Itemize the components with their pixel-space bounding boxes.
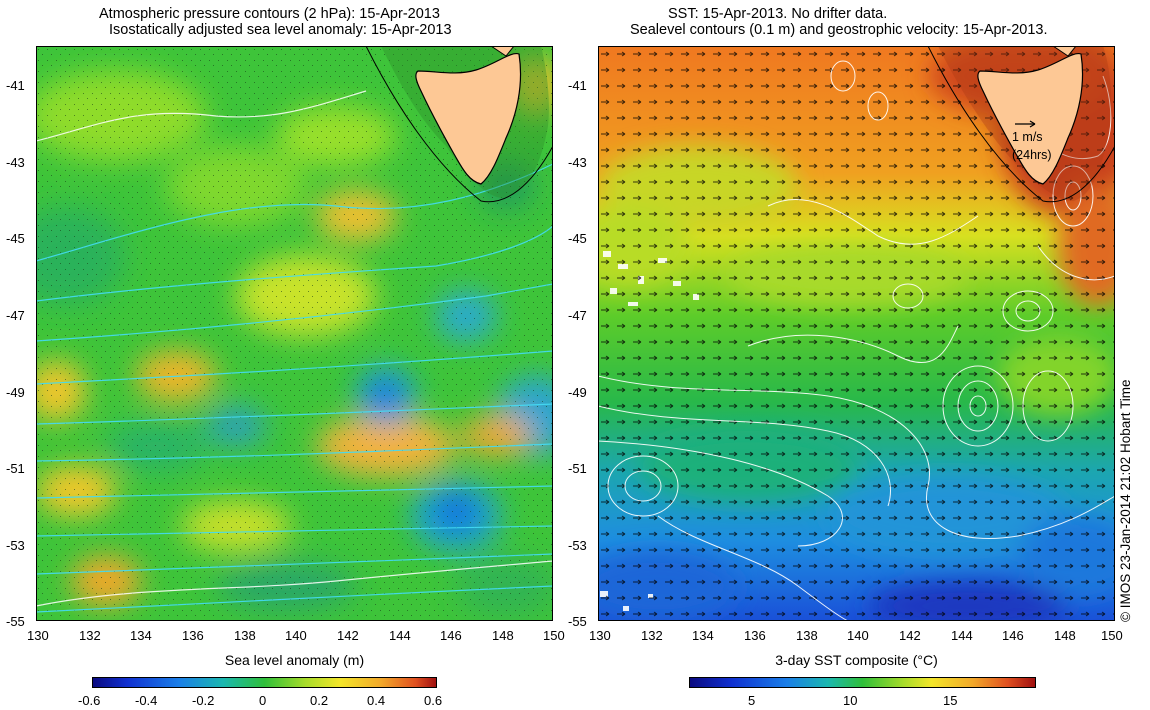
y-tick: -55 — [568, 614, 587, 629]
y-tick: -45 — [6, 231, 25, 246]
cbar-tick: -0.6 — [78, 693, 101, 708]
left-colorbar-label: Sea level anomaly (m) — [224, 652, 365, 668]
x-tick: 144 — [951, 628, 973, 643]
y-tick: -55 — [6, 614, 25, 629]
right-title-2: Sealevel contours (0.1 m) and geostrophi… — [630, 22, 1048, 38]
y-tick: -47 — [568, 308, 587, 323]
y-tick: -43 — [568, 155, 587, 170]
right-title-1: SST: 15-Apr-2013. No drifter data. — [668, 6, 888, 22]
cbar-tick: 0.6 — [424, 693, 443, 708]
y-tick: -41 — [6, 78, 25, 93]
x-tick: 148 — [492, 628, 514, 643]
tasmania-land — [365, 46, 553, 203]
x-tick: 132 — [641, 628, 663, 643]
y-tick: -51 — [6, 461, 25, 476]
left-title-1: Atmospheric pressure contours (2 hPa): 1… — [99, 6, 440, 22]
y-tick: -51 — [568, 461, 587, 476]
sla-map — [36, 46, 553, 621]
cbar-tick: 0 — [259, 693, 267, 708]
cbar-tick: 5 — [748, 693, 756, 708]
y-tick: -41 — [568, 78, 587, 93]
cbar-tick: 10 — [843, 693, 858, 708]
x-tick: 134 — [692, 628, 714, 643]
cbar-tick: -0.4 — [135, 693, 158, 708]
y-tick: -53 — [568, 538, 587, 553]
x-tick: 134 — [130, 628, 152, 643]
x-tick: 142 — [899, 628, 921, 643]
velocity-scale-legend — [1015, 120, 1036, 128]
x-tick: 146 — [440, 628, 462, 643]
x-tick: 150 — [543, 628, 565, 643]
x-tick: 138 — [234, 628, 256, 643]
sst-map: 1 m/s (24hrs) — [598, 46, 1115, 621]
x-tick: 144 — [389, 628, 411, 643]
x-tick: 130 — [589, 628, 611, 643]
cbar-tick: 0.2 — [310, 693, 329, 708]
x-tick: 132 — [79, 628, 101, 643]
sst-map-panel: 1 m/s (24hrs) — [598, 46, 1115, 621]
sealevel-contours — [598, 60, 1115, 621]
pressure-contours — [36, 163, 553, 613]
y-tick: -43 — [6, 155, 25, 170]
sst-colorbar — [689, 677, 1036, 688]
right-colorbar-label: 3-day SST composite (°C) — [775, 652, 938, 668]
x-tick: 136 — [744, 628, 766, 643]
cbar-tick: -0.2 — [192, 693, 215, 708]
y-tick: -45 — [568, 231, 587, 246]
y-tick: -49 — [568, 385, 587, 400]
x-tick: 148 — [1054, 628, 1076, 643]
y-tick: -47 — [6, 308, 25, 323]
y-tick: -49 — [6, 385, 25, 400]
sla-map-panel — [36, 46, 553, 621]
velocity-scale-label: 1 m/s — [1012, 130, 1043, 144]
x-tick: 138 — [796, 628, 818, 643]
x-tick: 140 — [847, 628, 869, 643]
imos-credit: © IMOS 23-Jan-2014 21:02 Hobart Time — [1118, 379, 1133, 622]
cbar-tick: 15 — [943, 693, 958, 708]
x-tick: 140 — [285, 628, 307, 643]
x-tick: 146 — [1002, 628, 1024, 643]
x-tick: 136 — [182, 628, 204, 643]
sla-colorbar — [92, 677, 437, 688]
left-title-2: Isostatically adjusted sea level anomaly… — [109, 22, 452, 38]
x-tick: 150 — [1101, 628, 1123, 643]
y-tick: -53 — [6, 538, 25, 553]
x-tick: 130 — [27, 628, 49, 643]
x-tick: 142 — [337, 628, 359, 643]
velocity-scale-sublabel: (24hrs) — [1012, 148, 1052, 162]
cbar-tick: 0.4 — [367, 693, 386, 708]
